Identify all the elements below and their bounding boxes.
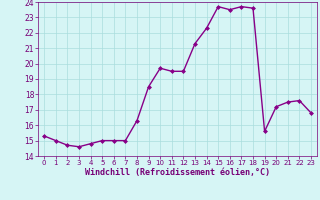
X-axis label: Windchill (Refroidissement éolien,°C): Windchill (Refroidissement éolien,°C) [85, 168, 270, 177]
